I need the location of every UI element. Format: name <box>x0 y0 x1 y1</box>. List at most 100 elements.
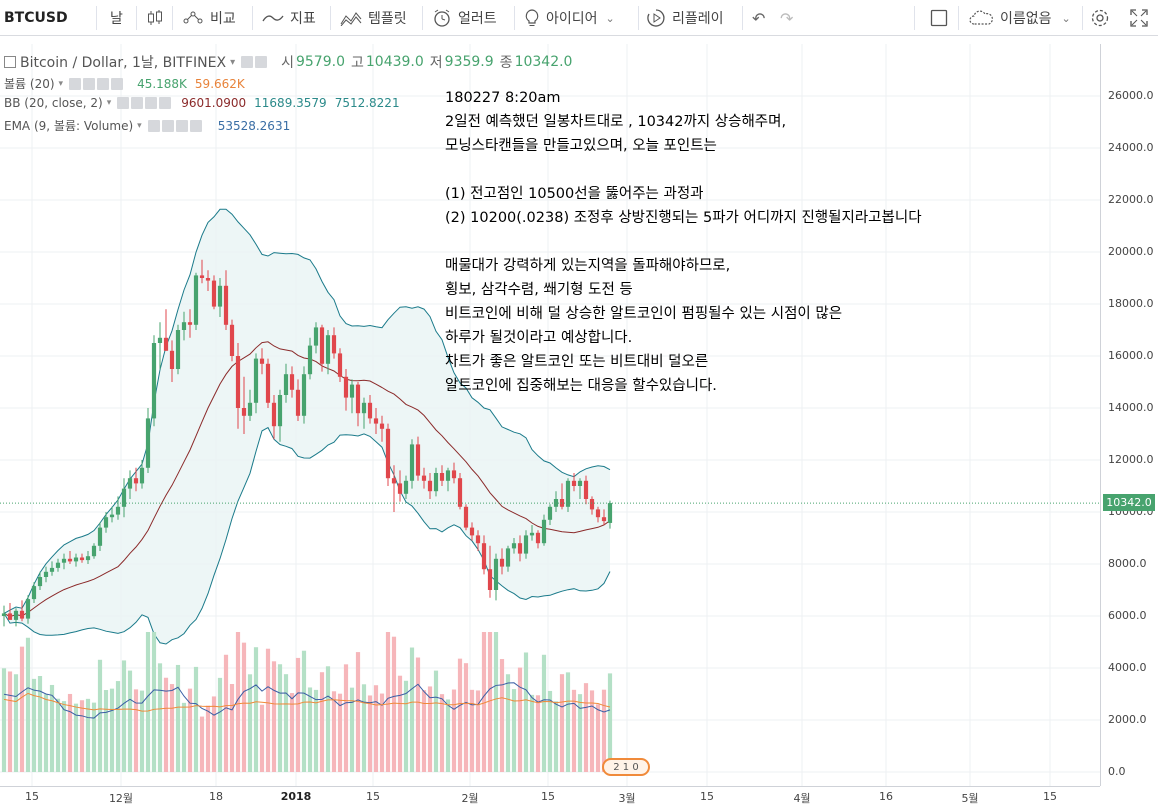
indicators-button[interactable]: 지표 <box>262 0 316 36</box>
replay-label: 리플레이 <box>672 11 724 27</box>
bollinger-upper-line <box>3 208 611 614</box>
volume-bar <box>151 632 157 772</box>
chevron-down-icon[interactable]: ▾ <box>106 98 112 108</box>
volume-bar <box>475 690 481 772</box>
legend-action-buttons[interactable] <box>117 97 173 109</box>
redo-button[interactable]: ↷ <box>780 0 793 36</box>
candle-body <box>427 480 433 492</box>
bb-title[interactable]: BB (20, close, 2) <box>4 96 103 110</box>
bb-basis-value: 9601.0900 <box>181 96 247 110</box>
candle-body <box>103 517 109 528</box>
current-price-label: 10342.0 <box>1103 494 1155 511</box>
candle-body <box>169 350 175 369</box>
volume-bar <box>277 664 283 772</box>
candle-body <box>493 558 499 590</box>
ema-title[interactable]: EMA (9, 볼륨: Volume) <box>4 119 134 133</box>
legend-action-buttons[interactable] <box>241 56 269 68</box>
candle-body <box>349 384 355 398</box>
settings-button[interactable] <box>1090 0 1110 36</box>
expand-icon <box>1130 9 1148 27</box>
symbol-search[interactable]: BTCUSD <box>4 10 68 26</box>
volume-bar <box>163 677 169 772</box>
candle-body <box>67 558 73 562</box>
toolbar-divider <box>172 6 173 30</box>
volume-bar <box>139 690 145 772</box>
candle-body <box>37 577 43 587</box>
volume-bar <box>319 672 325 772</box>
replay-button[interactable]: 리플레이 <box>646 0 724 36</box>
chevron-down-icon[interactable]: ▾ <box>58 78 64 89</box>
analysis-annotation[interactable]: 180227 8:20am 2일전 예측했던 일봉차트대로 , 10342까지 상… <box>445 86 1085 398</box>
volume-bar <box>385 632 391 772</box>
alerts-button[interactable]: 얼러트 <box>432 0 497 36</box>
toolbar-divider <box>638 6 639 30</box>
annotation-line: 비트코인에 비해 덜 상승한 알트코인이 펌핑될수 있는 시점이 많은 <box>445 306 843 322</box>
volume-bar <box>235 632 241 772</box>
candle-body <box>577 480 583 486</box>
candle-body <box>157 337 163 343</box>
volume-bar <box>103 690 109 772</box>
volume-bar <box>13 674 19 772</box>
volume-bar <box>571 689 577 772</box>
high-label: 고 <box>350 55 364 71</box>
compare-icon <box>183 11 203 24</box>
candle-body <box>499 558 505 567</box>
candle-body <box>565 480 571 507</box>
volume-bar <box>43 694 49 772</box>
candle-body <box>73 557 79 562</box>
main-series-legend: Bitcoin / Dollar, 1날, BITFINEX ▾ 시 9579.0… <box>4 52 572 72</box>
candle-body <box>145 418 151 468</box>
candle-body <box>367 402 373 419</box>
volume-bar <box>229 684 235 772</box>
price-tick-label: 24000.0 <box>1108 141 1154 154</box>
candle-body <box>331 335 337 354</box>
time-tick-label: 15 <box>541 790 555 803</box>
time-axis[interactable] <box>0 786 1100 809</box>
volume-bar <box>307 687 313 772</box>
time-tick-label: 15 <box>700 790 714 803</box>
volume-title[interactable]: 볼륨 (20) <box>4 77 55 91</box>
low-value: 9359.9 <box>444 54 494 70</box>
candle-body <box>469 527 475 536</box>
candle-body <box>403 480 409 494</box>
toolbar-divider <box>252 6 253 30</box>
chevron-down-icon[interactable]: ▾ <box>230 56 236 68</box>
templates-button[interactable]: 템플릿 <box>340 0 407 36</box>
candle-body <box>343 376 349 398</box>
volume-bar <box>403 680 409 772</box>
chart-type-button[interactable] <box>146 0 164 36</box>
interval-label: 날 <box>110 11 123 27</box>
volume-bar <box>49 684 55 772</box>
compare-button[interactable]: 비교 <box>182 0 236 36</box>
interval-button[interactable]: 날 <box>110 0 123 36</box>
fullscreen-button[interactable] <box>1130 0 1148 36</box>
candles-icon <box>148 10 162 25</box>
candle-body <box>115 506 121 515</box>
save-layout-button[interactable]: 이름없음 ⌄ <box>968 0 1071 36</box>
volume-bar <box>19 646 25 772</box>
volume-bar <box>607 673 613 772</box>
ideas-button[interactable]: 아이디어 ⌄ <box>524 0 615 36</box>
candle-body <box>85 556 91 561</box>
alarm-clock-icon <box>434 9 450 27</box>
chevron-down-icon[interactable]: ▾ <box>137 120 142 131</box>
undo-button[interactable]: ↶ <box>752 0 765 36</box>
price-axis[interactable] <box>1100 44 1158 786</box>
candle-body <box>253 358 259 403</box>
candle-body <box>535 532 541 544</box>
volume-ma-value: 59.662K <box>194 76 245 91</box>
price-tick-label: 22000.0 <box>1108 193 1154 206</box>
candle-body <box>319 327 325 364</box>
collapse-icon[interactable] <box>4 56 16 68</box>
event-badge[interactable]: 2 1 0 <box>602 758 650 776</box>
fullscreen-layout-button[interactable] <box>930 0 948 36</box>
price-tick-label: 8000.0 <box>1108 557 1147 570</box>
replay-icon <box>647 9 665 27</box>
legend-action-buttons[interactable] <box>69 77 125 90</box>
volume-bar <box>133 689 139 772</box>
toolbar-divider <box>742 6 743 30</box>
annotation-line <box>445 158 1085 182</box>
price-chart[interactable] <box>0 44 1100 786</box>
legend-action-buttons[interactable] <box>147 119 204 132</box>
series-title[interactable]: Bitcoin / Dollar, 1날, BITFINEX <box>20 55 227 71</box>
